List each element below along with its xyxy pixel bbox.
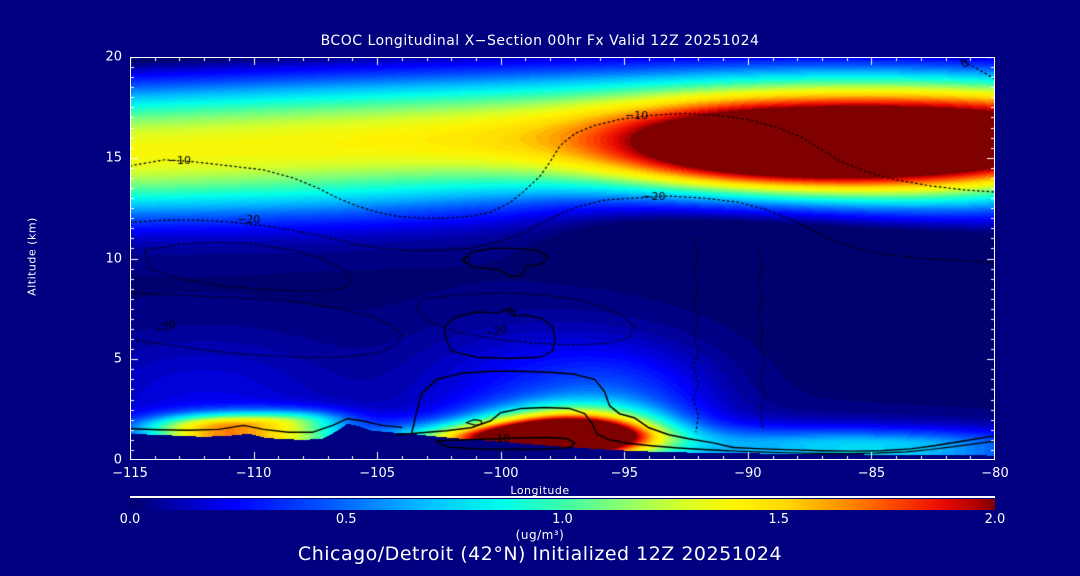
- y-tick-label: 0: [113, 452, 122, 468]
- colorbar-tick-label: 1.5: [768, 512, 790, 527]
- x-axis-label: Longitude: [510, 484, 570, 497]
- cross-section-heatmap: [130, 57, 995, 460]
- x-tick-label: −110: [235, 466, 272, 481]
- x-tick-label: −100: [482, 466, 519, 481]
- colorbar-tick-label: 0.0: [119, 512, 141, 527]
- y-tick-label: 10: [105, 251, 122, 266]
- chart-caption: Chicago/Detroit (42°N) Initialized 12Z 2…: [297, 543, 783, 565]
- x-tick-label: −90: [734, 466, 762, 481]
- chart-title: BCOC Longitudinal X−Section 00hr Fx Vali…: [320, 33, 760, 49]
- colorbar-tick-label: 0.5: [335, 512, 357, 527]
- x-tick-label: −80: [981, 466, 1009, 481]
- y-tick-label: 20: [105, 49, 122, 65]
- plot-area: [130, 57, 995, 460]
- x-tick-label: −95: [610, 466, 638, 481]
- x-tick-label: −105: [359, 466, 395, 481]
- colorbar-tick-label: 2.0: [984, 512, 1006, 527]
- colorbar: [130, 499, 995, 510]
- colorbar-gradient: [130, 499, 995, 510]
- colorbar-tick-label: 1.0: [552, 512, 573, 527]
- x-tick-label: −115: [112, 466, 148, 481]
- x-tick-label: −85: [857, 466, 886, 481]
- colorbar-units: (ug/m³): [515, 528, 565, 542]
- y-tick-label: 15: [105, 150, 122, 166]
- colorbar-topline: [130, 496, 995, 498]
- y-axis-label: Altitude (km): [25, 217, 39, 296]
- y-tick-label: 5: [113, 351, 122, 367]
